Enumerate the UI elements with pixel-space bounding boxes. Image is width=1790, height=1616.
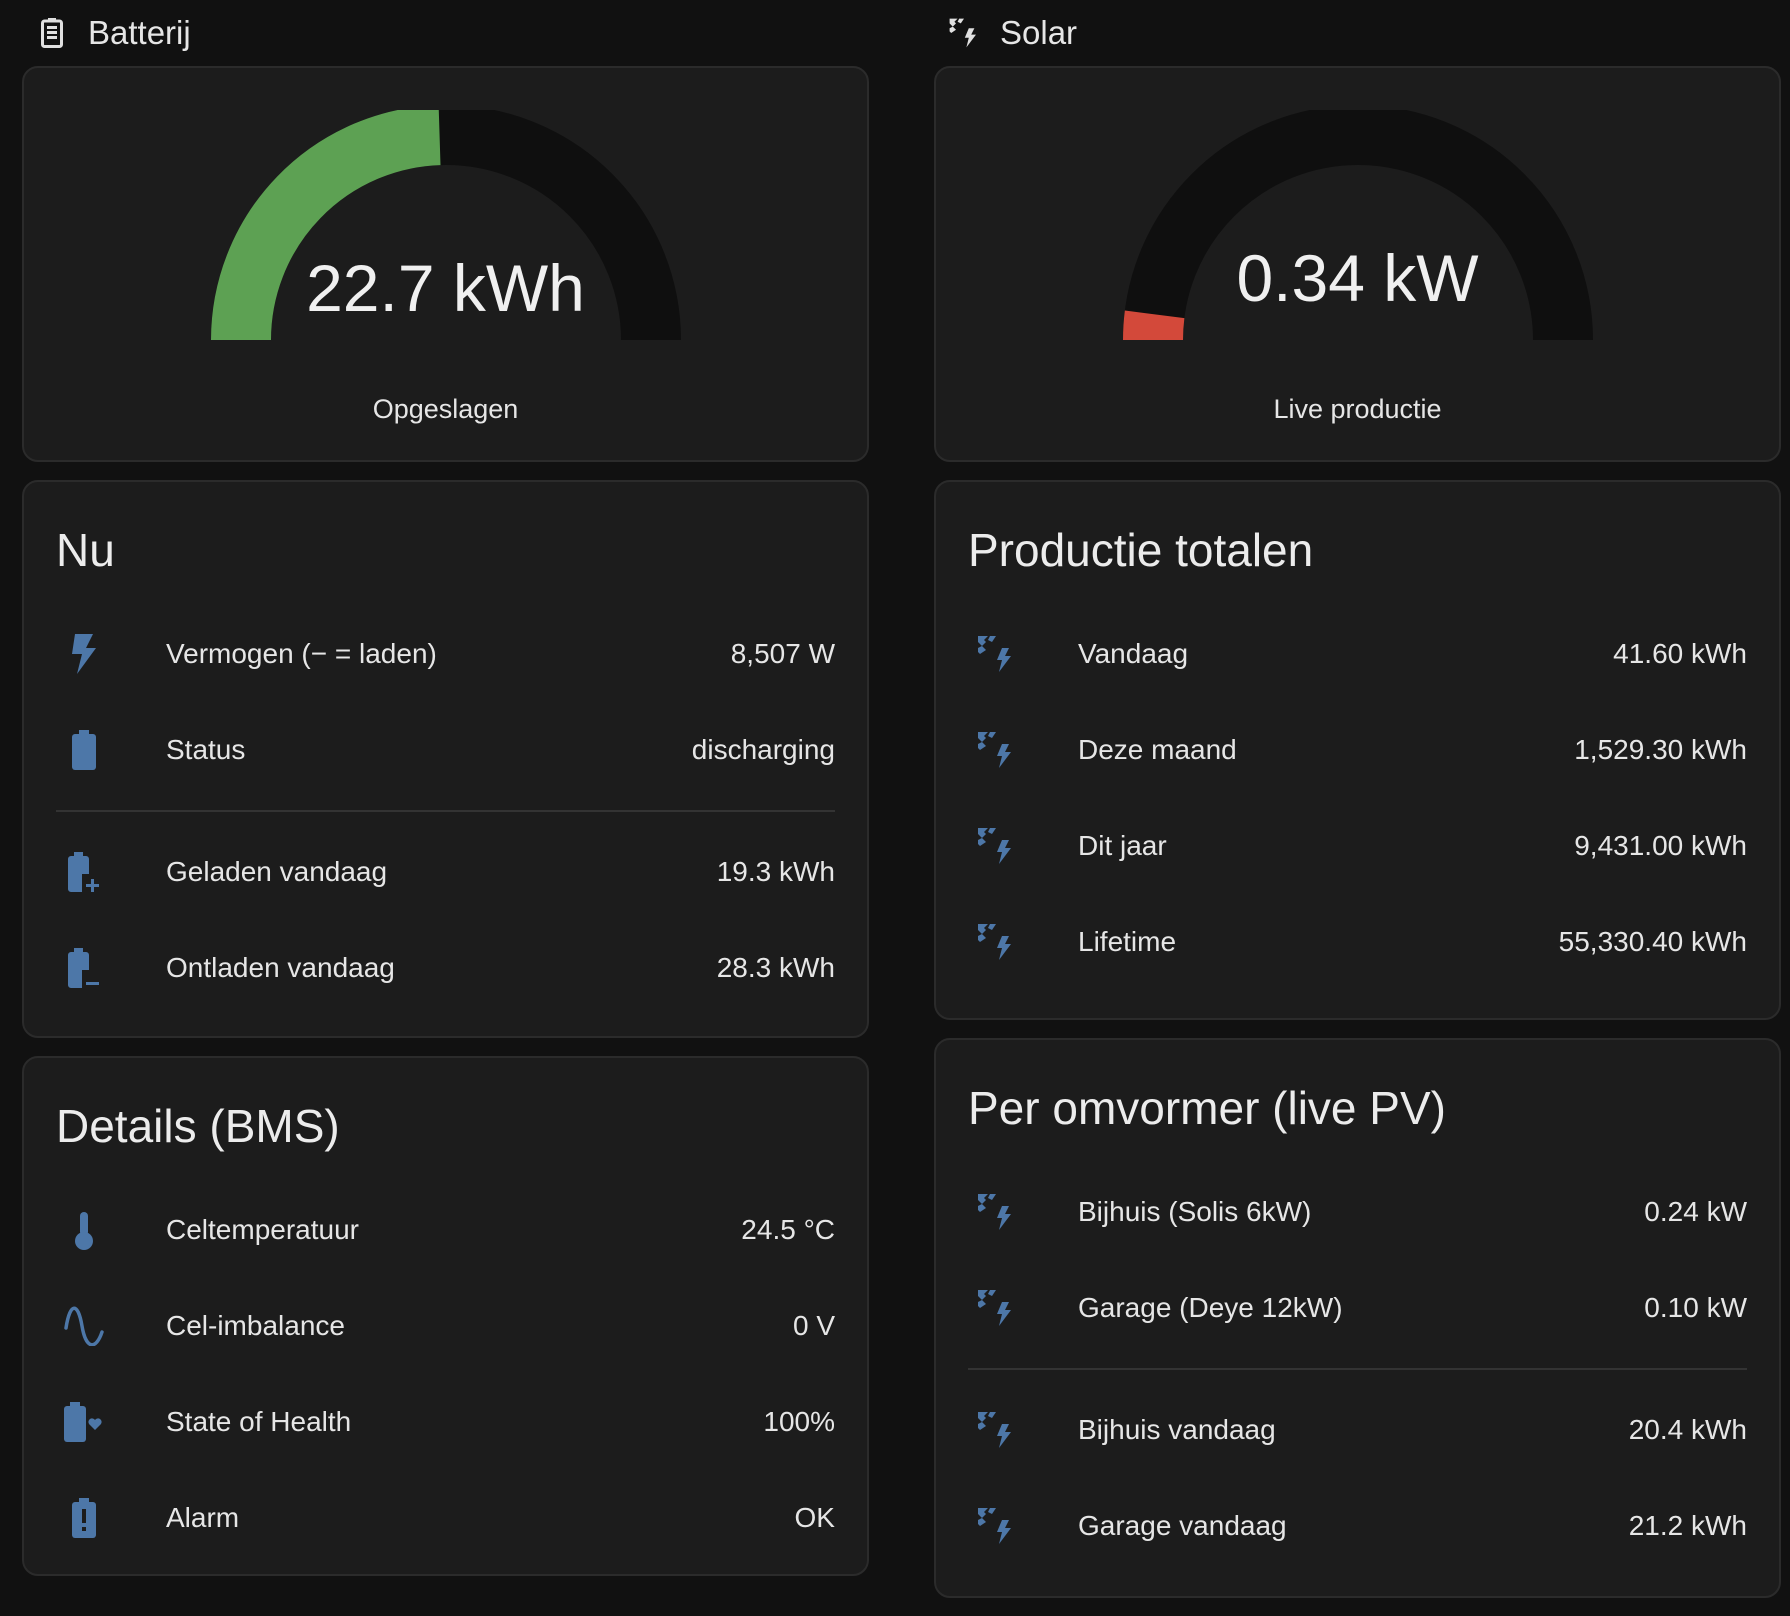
entity-label: Vermogen (− = laden) (166, 638, 437, 669)
battery-gauge-card[interactable]: 22.7 kWh Opgeslagen (22, 66, 869, 462)
battery-minus-icon (64, 948, 104, 988)
entity-value: 55,330.40 kWh (1558, 926, 1747, 957)
entity-value: 21.2 kWh (1628, 1510, 1747, 1541)
entity-row-status[interactable]: Status discharging (56, 702, 835, 798)
battery-icon (36, 17, 68, 49)
solar-totals-title: Productie totalen (968, 524, 1314, 576)
entity-row-bijhuis-live[interactable]: Bijhuis (Solis 6kW) 0.24 kW (968, 1164, 1747, 1260)
entity-value: 41.60 kWh (1613, 638, 1747, 669)
entity-row-this-month[interactable]: Deze maand 1,529.30 kWh (968, 702, 1747, 798)
entity-label: Dit jaar (1078, 830, 1167, 861)
solar-power-icon (976, 1288, 1016, 1328)
entity-label: Geladen vandaag (166, 856, 388, 887)
entity-row-charged-today[interactable]: Geladen vandaag 19.3 kWh (56, 824, 835, 920)
solar-power-icon (976, 634, 1016, 674)
sine-wave-icon (64, 1306, 104, 1346)
solar-gauge: 0.34 kW (1122, 110, 1593, 350)
entity-label: Vandaag (1078, 638, 1189, 669)
solar-gauge-track (1122, 110, 1593, 341)
solar-power-icon (976, 922, 1016, 962)
entity-value: OK (794, 1502, 835, 1533)
entity-label: Bijhuis vandaag (1078, 1414, 1276, 1445)
lightning-bolt-icon (64, 634, 104, 674)
battery-section-header: Batterij (22, 0, 869, 66)
entity-value: 0.10 kW (1644, 1292, 1747, 1323)
solar-gauge-card[interactable]: 0.34 kW Live productie (934, 66, 1781, 462)
entity-label: Cel-imbalance (166, 1310, 345, 1341)
battery-details-card: Details (BMS) Celtemperatuur 24.5 °C Cel… (22, 1056, 869, 1576)
solar-power-icon (976, 1410, 1016, 1450)
divider (56, 810, 835, 812)
battery-section-title: Batterij (88, 14, 191, 51)
entity-value: 1,529.30 kWh (1574, 734, 1747, 765)
entity-label: Alarm (166, 1502, 240, 1533)
solar-gauge-name: Live productie (1273, 394, 1442, 424)
entity-row-garage-today[interactable]: Garage vandaag 21.2 kWh (968, 1478, 1747, 1574)
battery-now-card: Nu Vermogen (− = laden) 8,507 W Status d… (22, 480, 869, 1038)
entity-row-cell-temperature[interactable]: Celtemperatuur 24.5 °C (56, 1182, 835, 1278)
entity-row-lifetime[interactable]: Lifetime 55,330.40 kWh (968, 894, 1747, 990)
entity-value: 8,507 W (730, 638, 835, 669)
solar-totals-card: Productie totalen Vandaag 41.60 kWh Deze… (934, 480, 1781, 1020)
entity-value: discharging (691, 734, 835, 765)
solar-power-icon (976, 730, 1016, 770)
entity-value: 0 V (792, 1310, 835, 1341)
entity-label: Status (166, 734, 246, 765)
solar-inverters-title: Per omvormer (live PV) (968, 1082, 1446, 1134)
entity-row-power[interactable]: Vermogen (− = laden) 8,507 W (56, 606, 835, 702)
solar-power-icon (948, 17, 980, 49)
entity-label: State of Health (166, 1406, 352, 1437)
entity-value: 24.5 °C (741, 1214, 835, 1245)
entity-row-alarm[interactable]: Alarm OK (56, 1470, 835, 1566)
entity-row-garage-live[interactable]: Garage (Deye 12kW) 0.10 kW (968, 1260, 1747, 1356)
entity-label: Lifetime (1078, 926, 1177, 957)
entity-label: Garage vandaag (1078, 1510, 1287, 1541)
battery-gauge-value: 22.7 kWh (306, 251, 585, 325)
solar-power-icon (976, 826, 1016, 866)
entity-value: 19.3 kWh (716, 856, 835, 887)
entity-row-this-year[interactable]: Dit jaar 9,431.00 kWh (968, 798, 1747, 894)
entity-label: Garage (Deye 12kW) (1078, 1292, 1343, 1323)
solar-section-header: Solar (934, 0, 1781, 66)
thermometer-icon (64, 1210, 104, 1250)
solar-power-icon (976, 1506, 1016, 1546)
entity-row-discharged-today[interactable]: Ontladen vandaag 28.3 kWh (56, 920, 835, 1016)
entity-row-cell-imbalance[interactable]: Cel-imbalance 0 V (56, 1278, 835, 1374)
entity-row-bijhuis-today[interactable]: Bijhuis vandaag 20.4 kWh (968, 1382, 1747, 1478)
entity-label: Deze maand (1078, 734, 1237, 765)
entity-row-today[interactable]: Vandaag 41.60 kWh (968, 606, 1747, 702)
battery-gauge: 22.7 kWh (210, 110, 681, 350)
entity-label: Celtemperatuur (166, 1214, 359, 1245)
battery-gauge-name: Opgeslagen (372, 394, 519, 424)
battery-heart-icon (64, 1402, 104, 1442)
battery-gauge-fill (210, 110, 441, 341)
solar-inverters-card: Per omvormer (live PV) Bijhuis (Solis 6k… (934, 1038, 1781, 1598)
battery-now-title: Nu (56, 524, 115, 576)
battery-details-title: Details (BMS) (56, 1100, 340, 1152)
solar-power-icon (976, 1192, 1016, 1232)
battery-alert-icon (64, 1498, 104, 1538)
solar-gauge-fill (1122, 310, 1184, 341)
solar-column: Solar 0.34 kW Live productie Productie t… (934, 0, 1781, 1616)
solar-section-title: Solar (1000, 14, 1078, 51)
entity-label: Ontladen vandaag (166, 952, 395, 983)
entity-value: 20.4 kWh (1628, 1414, 1747, 1445)
divider (968, 1368, 1747, 1370)
entity-value: 100% (763, 1406, 835, 1437)
entity-value: 9,431.00 kWh (1574, 830, 1747, 861)
battery-column: Batterij 22.7 kWh Opgeslagen Nu Vermogen… (22, 0, 869, 1594)
entity-value: 28.3 kWh (716, 952, 835, 983)
battery-icon (64, 730, 104, 770)
entity-value: 0.24 kW (1644, 1196, 1747, 1227)
entity-row-state-of-health[interactable]: State of Health 100% (56, 1374, 835, 1470)
battery-plus-icon (64, 852, 104, 892)
entity-label: Bijhuis (Solis 6kW) (1078, 1196, 1312, 1227)
solar-gauge-value: 0.34 kW (1236, 241, 1479, 315)
